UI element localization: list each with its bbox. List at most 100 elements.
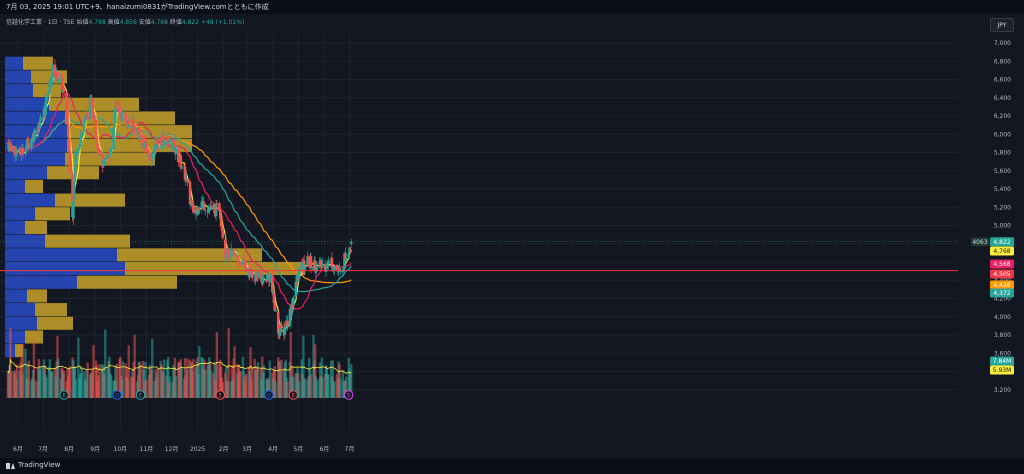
candle-body (98, 150, 101, 156)
volume-bar (151, 338, 154, 398)
candle-body (120, 111, 124, 121)
candle-body (229, 248, 233, 258)
time-axis-tick: 5月 (293, 446, 303, 453)
time-axis-tick: 12月 (165, 446, 179, 453)
candle-body (112, 127, 115, 150)
price-axis-tick: 3,200 (994, 387, 1011, 394)
candle-body (315, 263, 319, 272)
volume-bar (327, 374, 330, 398)
countdown-tag: 4063 (971, 237, 989, 247)
candle-body (268, 273, 272, 283)
candle-body (214, 203, 218, 216)
candle-body (202, 201, 205, 203)
candle-body (71, 173, 74, 218)
price-axis-tick: 4,000 (994, 314, 1011, 321)
volume-bar (95, 365, 99, 398)
volume-profile-bar-down (23, 56, 53, 70)
volume-bar (57, 358, 60, 398)
open-value: 4,798 (88, 19, 106, 26)
volume-bar (344, 376, 348, 398)
candle-body (188, 181, 192, 205)
candle-body (133, 126, 136, 133)
price-axis-tick: 3,600 (994, 350, 1011, 357)
event-marker-label: D (267, 393, 271, 399)
volume-profile-bar-down (45, 234, 130, 248)
candle-body (231, 249, 235, 251)
candle-body (274, 310, 277, 312)
candle-body (302, 260, 306, 271)
volume-profile-bar-down (35, 207, 70, 221)
candle-body (321, 263, 324, 265)
volume-bar (215, 332, 219, 398)
time-axis-tick: 11月 (140, 446, 154, 453)
candle-body (333, 266, 336, 271)
volume-average-tag: 5.93M (990, 365, 1014, 375)
candle-body (238, 260, 241, 263)
countdown-tag-text: 4063 (972, 239, 987, 246)
symbol-info-line: 信越化学工業 · 1日 · TSE 始値4,798 高値4,856 安値4,76… (6, 17, 244, 26)
candle-body (230, 250, 234, 252)
volume-profile-bar-up (5, 303, 35, 317)
candle-body (233, 253, 236, 256)
candle-body (265, 274, 269, 280)
currency-button[interactable]: JPY (990, 18, 1014, 32)
candle-body (113, 124, 116, 128)
candle-body (294, 281, 298, 297)
volume-bar (98, 364, 101, 398)
volume-profile-bar-up (5, 84, 33, 98)
last-price-tag-bg (990, 237, 1014, 247)
volume-bar (339, 378, 342, 398)
time-axis-tick: 6月 (319, 446, 329, 453)
volume-profile-bar-down (25, 330, 43, 344)
volume-profile-bar-up (5, 97, 49, 111)
candle-body (62, 88, 66, 92)
candle-body (349, 247, 352, 249)
volume-bar (239, 371, 242, 398)
candle-body (41, 116, 45, 119)
volume-profile-bar-up (5, 275, 77, 289)
volume-bar (109, 375, 113, 398)
volume-bar (174, 375, 177, 398)
candle-body (314, 269, 318, 273)
time-axis-tick: 4月 (268, 446, 278, 453)
candle-body (244, 264, 247, 269)
volume-profile-bar-down (15, 344, 23, 358)
candle-body (203, 210, 207, 212)
volume-bar (250, 367, 254, 398)
volume-bar (86, 362, 89, 398)
volume-bar (233, 346, 236, 398)
candle-body (33, 129, 37, 140)
candle-body (244, 267, 248, 270)
candle-body (162, 140, 166, 146)
candle-body (56, 71, 59, 82)
candle-body (114, 108, 117, 123)
candle-body (67, 138, 71, 151)
candle-body (56, 79, 60, 82)
price-axis-tick: 6,600 (994, 77, 1011, 84)
candle-body (107, 157, 110, 158)
event-marker-icon (59, 390, 69, 400)
candle-body (141, 135, 145, 148)
volume-bar (68, 366, 72, 398)
candle-body (341, 271, 345, 272)
candle-body (197, 211, 200, 215)
candle-body (60, 75, 63, 78)
candle-body (45, 94, 48, 102)
volume-profile-bar-down (35, 303, 67, 317)
candle-body (95, 136, 99, 143)
event-marker-icon (112, 390, 122, 400)
candle-body (180, 166, 183, 169)
volume-bar (221, 382, 224, 398)
candle-body (174, 146, 178, 155)
candle-body (15, 151, 19, 153)
candle-body (224, 239, 227, 259)
candle-body (102, 160, 105, 167)
volume-bar (115, 363, 119, 398)
candle-body (65, 92, 68, 102)
volume-profile-bar-up (5, 316, 37, 330)
price-axis-tick: 6,400 (994, 95, 1011, 102)
candle-body (182, 165, 186, 167)
poc-price-tag: 4,505 (990, 269, 1014, 279)
candle-body (283, 327, 287, 335)
